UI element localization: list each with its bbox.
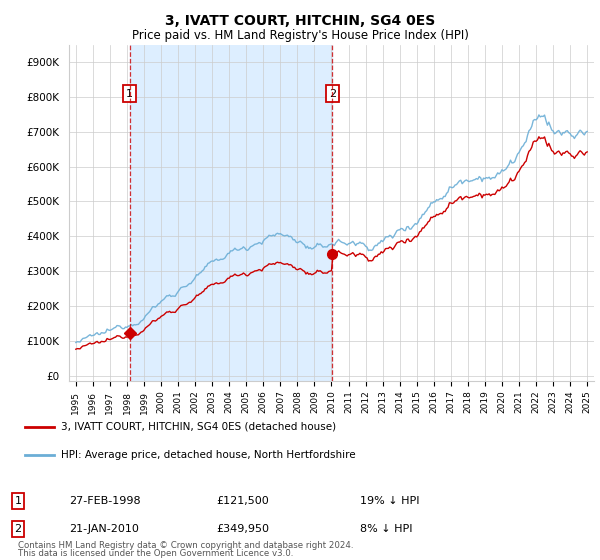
Text: £121,500: £121,500 xyxy=(216,496,269,506)
Text: Price paid vs. HM Land Registry's House Price Index (HPI): Price paid vs. HM Land Registry's House … xyxy=(131,29,469,42)
Text: 19% ↓ HPI: 19% ↓ HPI xyxy=(360,496,419,506)
Text: 1: 1 xyxy=(14,496,22,506)
Bar xyxy=(130,45,332,381)
Text: Contains HM Land Registry data © Crown copyright and database right 2024.: Contains HM Land Registry data © Crown c… xyxy=(18,541,353,550)
Text: 2: 2 xyxy=(329,88,336,99)
Text: This data is licensed under the Open Government Licence v3.0.: This data is licensed under the Open Gov… xyxy=(18,549,293,558)
Text: 2: 2 xyxy=(14,524,22,534)
Text: £349,950: £349,950 xyxy=(216,524,269,534)
Text: 27-FEB-1998: 27-FEB-1998 xyxy=(69,496,140,506)
Text: HPI: Average price, detached house, North Hertfordshire: HPI: Average price, detached house, Nort… xyxy=(61,450,356,460)
Text: 21-JAN-2010: 21-JAN-2010 xyxy=(69,524,139,534)
Text: 3, IVATT COURT, HITCHIN, SG4 0ES: 3, IVATT COURT, HITCHIN, SG4 0ES xyxy=(165,14,435,28)
Text: 3, IVATT COURT, HITCHIN, SG4 0ES (detached house): 3, IVATT COURT, HITCHIN, SG4 0ES (detach… xyxy=(61,422,337,432)
Text: 1: 1 xyxy=(126,88,133,99)
Text: 8% ↓ HPI: 8% ↓ HPI xyxy=(360,524,413,534)
